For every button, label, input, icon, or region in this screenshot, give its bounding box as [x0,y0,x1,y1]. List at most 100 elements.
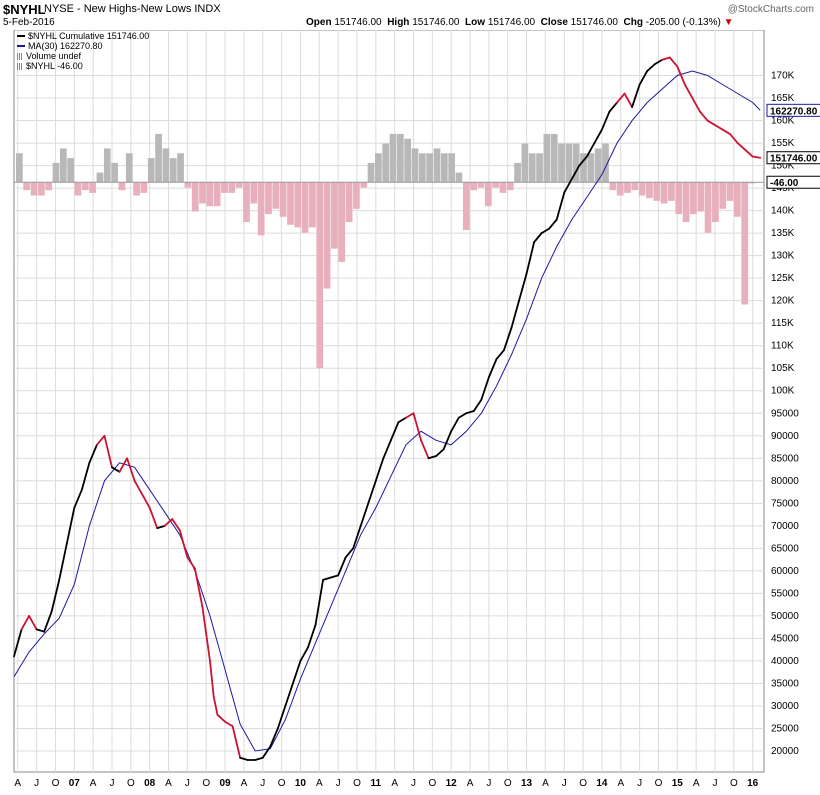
histogram-bar [367,162,375,183]
x-tick-label: O [127,778,135,789]
x-tick-label: O [52,778,60,789]
y-tick-label: 60000 [771,566,799,577]
cumulative-segment [224,720,234,728]
histogram-bar [690,182,697,215]
histogram-bar [30,182,38,196]
histogram-bar [133,182,140,196]
y-tick-label: 125K [771,273,795,284]
histogram-bar [250,182,258,204]
histogram-bar [572,143,580,183]
cumulative-segment [563,178,573,194]
svg-text:-46.00: -46.00 [770,178,799,189]
x-tick-label: J [260,778,265,789]
histogram-bar [580,153,587,183]
y-tick-label: 160K [771,116,795,127]
histogram-bar [624,182,631,193]
histogram-bar [521,143,529,183]
x-tick-label: J [713,778,718,789]
cumulative-segment [337,556,347,577]
histogram-bar [177,153,184,183]
histogram-bar [16,153,23,183]
y-tick-label: 130K [771,251,795,262]
cumulative-segment [201,605,211,662]
cumulative-segment [359,502,370,527]
x-tick-label: J [486,778,491,789]
y-tick-label: 50000 [771,611,799,622]
chart-header: $NYHL NYSE - New Highs-New Lows INDX 5-F… [0,0,820,30]
histogram-bar [37,182,45,196]
y-tick-label: 75000 [771,498,799,509]
histogram-bar [712,182,719,223]
x-tick-label: O [202,778,210,789]
x-tick-label: 16 [747,778,759,789]
x-tick-label: O [504,778,512,789]
cumulative-segment [163,518,174,527]
histogram-bar [726,182,734,201]
histogram-bar [301,182,309,233]
histogram-bar [440,153,448,183]
histogram-bar [470,182,477,191]
x-tick-label: O [353,778,361,789]
cumulative-segment [472,398,483,412]
histogram-bar [455,172,463,183]
histogram-bar [594,148,602,183]
cumulative-segment [683,83,694,99]
x-tick-label: A [316,778,323,789]
nyhl-value-tag: -46.00 [766,175,820,189]
histogram-bar [272,182,280,209]
chg-label: Chg [623,17,643,28]
cumulative-segment [442,430,453,451]
cumulative-segment [412,412,422,442]
cumulative-segment [156,524,166,529]
histogram-bar [382,143,390,183]
histogram-bar [45,182,53,191]
histogram-bar [257,182,265,236]
histogram-bar [631,182,639,191]
x-tick-label: A [467,778,474,789]
cumulative-segment [623,92,633,108]
histogram-bar [265,182,272,215]
y-tick-label: 115K [771,318,794,329]
ma-value-tag: 162270.80 [766,103,820,117]
cumulative-segment [548,218,558,230]
cumulative-segment [721,128,731,135]
cumulative-segment [103,434,113,469]
histogram-bar [221,182,228,193]
y-tick-label: 155K [771,138,795,149]
y-tick-label: 95000 [771,408,799,419]
svg-text:162270.80: 162270.80 [770,106,818,117]
x-tick-label: A [617,778,624,789]
histogram-bar [462,182,470,231]
x-tick-label: J [411,778,416,789]
x-tick-label: O [655,778,663,789]
histogram-bar [492,182,499,188]
cumulative-segment [111,466,121,473]
legend-swatch [17,45,25,47]
cumulative-segment [435,448,445,457]
x-tick-label: O [428,778,436,789]
histogram-bar [528,153,536,183]
histogram-bar [741,182,749,305]
price-chart: 20000 25000 30000 35000 40000 45000 50000 55000… [13,30,820,789]
y-tick-label: 45000 [771,633,799,644]
legend-swatch [17,52,23,60]
cumulative-segment [465,410,475,415]
cumulative-segment [171,518,181,532]
histogram-bar [287,182,294,225]
legend-swatch [17,35,25,37]
cumulative-segment [405,412,415,419]
histogram-bar [375,153,382,183]
histogram-bar [484,182,492,207]
cumulative-segment [314,578,324,626]
histogram-bar [199,182,206,204]
histogram-bar [602,143,609,183]
cumulative-segment [73,488,83,509]
histogram-bar [426,153,434,183]
cumulative-segment [96,434,106,446]
cumulative-segment [13,628,23,658]
histogram-bar [536,153,543,183]
cumulative-segment [118,457,128,473]
histogram-bar [316,182,324,369]
histogram-bar [646,182,653,199]
legend-label: $NYHL -46.00 [26,61,83,71]
